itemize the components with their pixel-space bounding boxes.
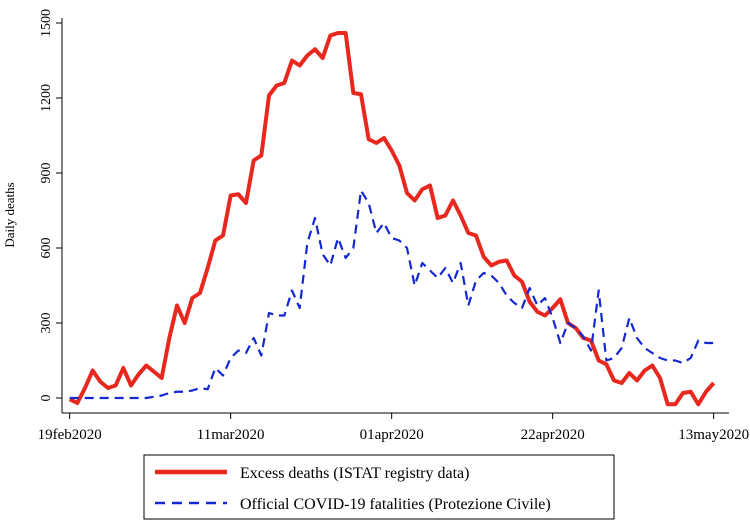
x-tick-label: 11mar2020 <box>197 427 265 443</box>
legend: Excess deaths (ISTAT registry data) Offi… <box>143 454 615 520</box>
x-tick-label: 19feb2020 <box>38 427 102 443</box>
y-ticks: 0 300 600 900 1200 1500 <box>39 9 62 402</box>
series-line-official-fatalities <box>69 189 714 400</box>
legend-label-excess-deaths: Excess deaths (ISTAT registry data) <box>240 465 469 482</box>
y-tick-label: 600 <box>39 238 54 259</box>
axes <box>61 18 729 414</box>
x-tick-label: 01apr2020 <box>360 427 424 443</box>
y-tick-label: 0 <box>39 395 54 402</box>
x-tick-label: 13may2020 <box>678 427 749 443</box>
x-tick-label: 22apr2020 <box>521 427 585 443</box>
y-tick-label: 1200 <box>39 84 54 112</box>
y-axis-label: Daily deaths <box>2 182 17 247</box>
y-tick-label: 1500 <box>39 9 54 37</box>
x-ticks: 19feb2020 11mar2020 01apr2020 22apr2020 13ma… <box>38 413 749 443</box>
y-tick-label: 300 <box>39 313 54 334</box>
y-tick-label: 900 <box>39 163 54 184</box>
legend-label-official-fatalities: Official COVID-19 fatalities (Protezione… <box>240 496 551 513</box>
series-layer <box>68 31 716 407</box>
series-line-excess-deaths <box>68 31 716 407</box>
legend-box <box>143 454 615 520</box>
